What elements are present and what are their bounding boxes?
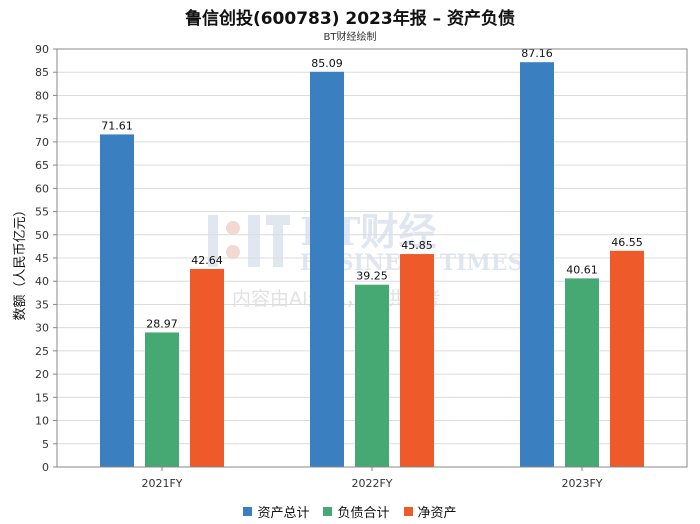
legend-label: 资产总计 xyxy=(257,506,310,521)
chart-subtitle: BT财经绘制 xyxy=(323,32,377,43)
bars: 71.61 28.97 42.64 85.09 39.25 45.85 87.16 40.61… xyxy=(100,47,644,468)
bar xyxy=(355,284,389,467)
data-label: 40.61 xyxy=(566,263,598,276)
data-label: 85.09 xyxy=(311,57,343,70)
y-tick-label: 55 xyxy=(35,206,49,219)
y-tick-label: 25 xyxy=(35,345,49,358)
y-tick-label: 65 xyxy=(35,159,49,172)
y-tick-label: 70 xyxy=(35,136,49,149)
data-label: 45.85 xyxy=(401,239,433,252)
y-tick-label: 15 xyxy=(35,391,49,404)
legend: 资产总计 负债合计 净资产 xyxy=(0,502,700,521)
legend-label: 负债合计 xyxy=(337,506,390,521)
data-label: 42.64 xyxy=(191,254,223,267)
data-label: 87.16 xyxy=(521,47,553,60)
y-tick-label: 5 xyxy=(42,438,49,451)
chart-title: 鲁信创投(600783) 2023年报 – 资产负债 xyxy=(184,9,516,29)
y-tick-label: 10 xyxy=(35,415,49,428)
y-tick-label: 85 xyxy=(35,66,49,79)
bar xyxy=(100,134,134,468)
data-label: 28.97 xyxy=(146,317,178,330)
legend-item-net-assets[interactable]: 净资产 xyxy=(403,502,457,521)
y-tick-label: 35 xyxy=(35,298,49,311)
bar xyxy=(190,268,224,467)
bar xyxy=(565,278,599,467)
axes: 0 5 10 15 20 25 30 35 40 45 50 55 60 65 70 75 80 85 90 2021… xyxy=(35,43,688,490)
legend-swatch xyxy=(403,507,413,516)
legend-item-liabilities[interactable]: 负债合计 xyxy=(323,502,390,521)
bar xyxy=(400,254,434,467)
legend-item-assets[interactable]: 资产总计 xyxy=(243,502,309,521)
legend-swatch xyxy=(323,507,333,516)
data-label: 39.25 xyxy=(356,270,388,283)
bar xyxy=(145,332,179,467)
data-label: 46.55 xyxy=(611,236,643,249)
bar xyxy=(610,250,644,467)
bar-chart: BT财经 BUSINESS TIMES 内容由AI生成，仅供参考 71.6128… xyxy=(13,43,688,490)
x-tick-label: 2023FY xyxy=(561,477,602,490)
y-tick-label: 50 xyxy=(35,229,49,242)
x-tick-label: 2021FY xyxy=(141,477,182,490)
y-tick-label: 45 xyxy=(35,252,49,265)
y-tick-label: 90 xyxy=(35,43,49,56)
y-tick-label: 0 xyxy=(42,461,49,474)
y-tick-label: 60 xyxy=(35,182,49,195)
bar xyxy=(310,71,344,467)
y-tick-label: 20 xyxy=(35,368,49,381)
legend-swatch xyxy=(243,507,253,516)
y-axis-label: 数额（人民币亿元） xyxy=(13,203,28,320)
watermark-logo xyxy=(208,215,290,267)
y-tick-label: 80 xyxy=(35,89,49,102)
y-tick-label: 75 xyxy=(35,113,49,126)
data-label: 71.61 xyxy=(101,119,133,132)
x-tick-label: 2022FY xyxy=(351,477,392,490)
y-tick-label: 30 xyxy=(35,322,49,335)
legend-label: 净资产 xyxy=(417,506,457,521)
y-tick-label: 40 xyxy=(35,275,49,288)
bar xyxy=(520,62,554,468)
